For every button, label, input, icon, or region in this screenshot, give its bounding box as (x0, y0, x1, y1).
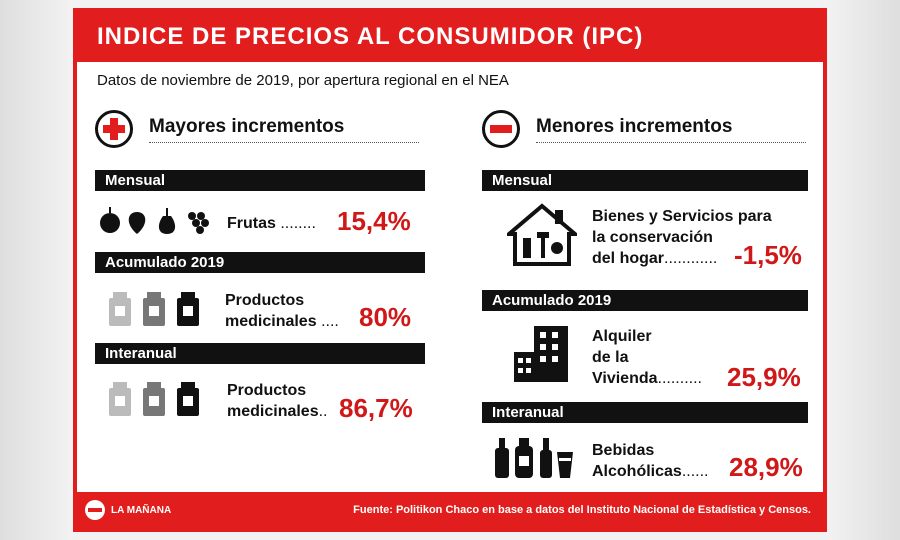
right-bar-interanual: Interanual (482, 402, 808, 423)
plus-icon (95, 110, 133, 148)
left-value-1: 80% (359, 302, 412, 332)
right-item-0: Bienes y Servicios para la conservación … (592, 208, 772, 267)
left-item-1: Productos medicinales .... (225, 292, 339, 330)
right-section-title: Menores incrementos (536, 116, 806, 143)
medicine-bottles-icon (109, 292, 199, 326)
right-value-2: 28,9% (729, 452, 803, 482)
right-section-header: Menores incrementos (482, 110, 806, 148)
left-bar-acumulado: Acumulado 2019 (95, 252, 425, 273)
right-item-2: Bebidas Alcohólicas...... (592, 442, 709, 480)
left-item-2: Productos medicinales.. (227, 382, 328, 420)
minus-icon (482, 110, 520, 148)
left-item-0: Frutas ........ (227, 215, 316, 232)
left-value-0: 15,4% (337, 206, 411, 236)
footer: LA MAÑANA Fuente: Politikon Chaco en bas… (77, 492, 823, 528)
house-tools-icon (507, 203, 577, 266)
buildings-icon (514, 326, 568, 382)
source-note: Fuente: Politikon Chaco en base a datos … (353, 504, 811, 516)
right-value-0: -1,5% (734, 240, 802, 270)
right-bar-acumulado: Acumulado 2019 (482, 290, 808, 311)
right-item-1: Alquiler de la Vivienda.......... (592, 328, 702, 387)
bottles-icon (495, 438, 573, 478)
brand-logo: LA MAÑANA (85, 500, 171, 520)
subtitle: Datos de noviembre de 2019, por apertura… (97, 72, 509, 89)
left-section-title: Mayores incrementos (149, 116, 419, 143)
right-value-1: 25,9% (727, 362, 801, 392)
right-bar-mensual: Mensual (482, 170, 808, 191)
fruits-icon (100, 207, 209, 234)
infographic-card: INDICE DE PRECIOS AL CONSUMIDOR (IPC) Da… (73, 8, 827, 532)
page-title: INDICE DE PRECIOS AL CONSUMIDOR (IPC) (77, 12, 823, 62)
left-value-2: 86,7% (339, 393, 413, 423)
left-bar-mensual: Mensual (95, 170, 425, 191)
left-section-header: Mayores incrementos (95, 110, 419, 148)
medicine-bottles-icon-2 (109, 382, 199, 416)
logo-icon (85, 500, 105, 520)
left-bar-interanual: Interanual (95, 343, 425, 364)
